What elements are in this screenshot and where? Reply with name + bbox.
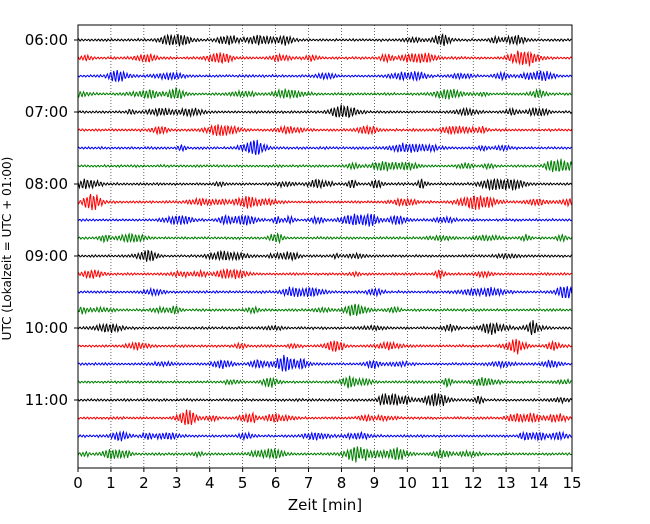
y-tick-label: 08:00 [25,175,68,193]
trace-line [77,124,572,137]
x-tick-label: 9 [370,474,380,492]
trace-line [77,338,572,355]
trace-line [77,50,572,67]
trace-line [77,69,572,83]
y-tick-label: 06:00 [25,31,68,49]
trace-line [77,303,572,317]
trace-line [77,430,572,442]
x-tick-label: 8 [337,474,347,492]
x-tick-label: 5 [238,474,248,492]
x-tick-label: 0 [73,474,83,492]
x-tick-label: 4 [205,474,215,492]
x-tick-label: 13 [497,474,516,492]
trace-line [77,104,572,119]
trace-line [77,193,572,211]
x-tick-label: 14 [530,474,549,492]
trace-line [77,158,572,173]
trace-line [77,232,572,245]
trace-layer [77,32,572,463]
trace-line [77,446,572,463]
y-tick-label: 07:00 [25,103,68,121]
trace-line [77,354,572,372]
y-tick-label: 09:00 [25,247,68,265]
plot-frame [77,24,573,469]
trace-line [77,392,572,407]
x-tick-label: 2 [139,474,149,492]
y-tick-label: 10:00 [25,319,68,337]
trace-line [77,320,572,336]
y-axis-label: UTC (Lokalzeit = UTC + 01:00) [0,157,14,341]
trace-line [77,285,572,299]
y-tick-label: 11:00 [25,391,68,409]
trace-line [77,409,572,426]
x-tick-label: 10 [398,474,417,492]
x-tick-label: 15 [562,474,581,492]
grid-layer [110,25,540,468]
x-tick-label: 12 [464,474,483,492]
trace-line [77,249,572,262]
x-tick-label: 3 [172,474,182,492]
trace-line [77,212,572,227]
trace-line [77,267,572,281]
x-tick-label: 11 [431,474,450,492]
trace-line [77,139,572,156]
trace-line [77,375,572,389]
trace-line [77,87,572,100]
x-tick-label: 7 [304,474,314,492]
x-tick-label: 1 [106,474,116,492]
x-tick-label: 6 [271,474,281,492]
tick-layer: 0 1 2 3 4 5 6 7 8 9 10 11 12 13 14 1506:0007:0008:0009:… [25,31,582,492]
trace-line [77,177,572,192]
trace-line [77,32,572,47]
x-axis-label: Zeit [min] [288,496,362,514]
